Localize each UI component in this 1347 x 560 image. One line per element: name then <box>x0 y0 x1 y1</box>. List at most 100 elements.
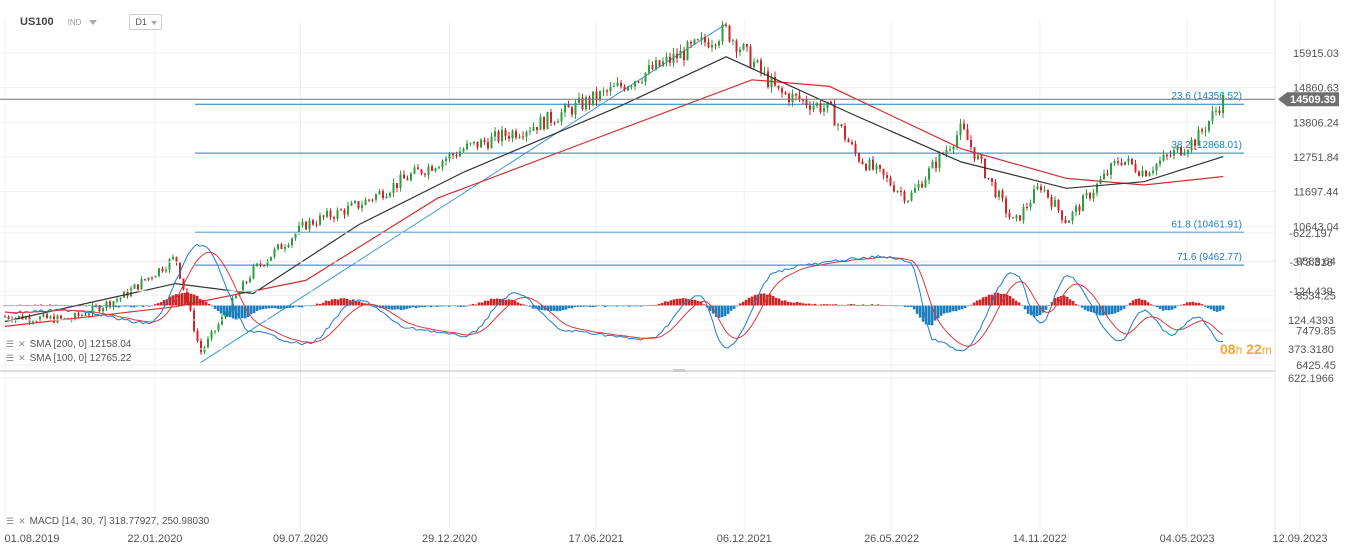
macd-histogram-bar <box>864 305 868 306</box>
candle-body <box>1222 94 1224 114</box>
candle-body <box>543 117 545 130</box>
candle-body <box>931 161 934 169</box>
candle-body <box>168 259 171 270</box>
candle-body <box>767 71 769 88</box>
candle-body <box>515 131 517 138</box>
candle-body <box>564 104 566 113</box>
macd-histogram-bar <box>84 305 88 307</box>
close-icon[interactable]: ✕ <box>18 516 26 526</box>
candle-body <box>861 161 864 165</box>
x-tick-label: 14.11.2022 <box>1013 533 1067 545</box>
macd-histogram-bar <box>72 305 76 307</box>
macd-histogram-bar <box>333 298 337 306</box>
candle-body <box>581 97 584 110</box>
timeframe-select[interactable]: D1 <box>129 14 162 30</box>
candle-body <box>434 168 437 171</box>
candle-body <box>693 39 696 44</box>
candle-body <box>501 129 503 142</box>
candle-body <box>35 320 38 322</box>
macd-histogram-bar <box>222 305 226 316</box>
macd-histogram-bar <box>1170 305 1174 310</box>
macd-histogram-bar <box>66 305 70 307</box>
macd-histogram-bar <box>912 305 916 310</box>
candle-body <box>1131 158 1133 165</box>
macd-histogram-bar <box>594 305 598 307</box>
macd-histogram-bar <box>813 303 817 306</box>
candle-body <box>606 90 608 92</box>
instrument-dropdown-icon[interactable] <box>89 19 98 25</box>
macd-histogram-bar <box>756 294 760 306</box>
macd-histogram-bar <box>690 299 694 306</box>
macd-histogram-bar <box>1044 305 1048 310</box>
candle-body <box>1166 154 1168 156</box>
candle-body <box>413 167 416 174</box>
candle-body <box>305 221 307 230</box>
macd-line <box>4 243 1224 352</box>
macd-histogram-bar <box>942 305 946 314</box>
candle-body <box>1176 146 1179 151</box>
macd-histogram-bar <box>459 305 463 308</box>
macd-histogram-bar <box>393 305 397 310</box>
macd-histogram-bar <box>261 305 265 310</box>
candle-body <box>396 183 398 188</box>
y-tick-label: 12751.84 <box>1293 152 1339 164</box>
candle-body <box>438 167 440 169</box>
candle-body <box>970 140 972 148</box>
macd-histogram-bar <box>552 305 556 311</box>
timer-minutes-unit: m <box>1261 343 1272 357</box>
settings-icon[interactable]: ☰ <box>6 353 15 363</box>
candle-body <box>662 61 664 66</box>
candle-body <box>154 276 157 278</box>
macd-histogram-bar <box>735 305 739 307</box>
macd-histogram-bar <box>9 305 13 307</box>
macd-histogram-bar <box>828 304 832 306</box>
candle-body <box>263 264 265 266</box>
candle-body <box>1141 170 1144 176</box>
timer-hours-unit: h <box>1235 343 1243 357</box>
macd-histogram-bar <box>1008 295 1012 306</box>
candle-body <box>1026 206 1028 208</box>
macd-histogram-bar <box>891 305 895 307</box>
sma100-line <box>4 56 1224 323</box>
candle-body <box>375 194 377 200</box>
macd-histogram-bar <box>468 304 472 306</box>
macd-histogram-bar <box>816 304 820 306</box>
candle-body <box>679 50 682 59</box>
macd-histogram-bar <box>426 305 430 307</box>
macd-histogram-bar <box>51 305 55 307</box>
macd-histogram-bar <box>750 296 754 306</box>
candle-body <box>994 181 997 198</box>
candle-body <box>907 200 909 202</box>
macd-histogram-bar <box>915 305 919 314</box>
settings-icon[interactable]: ☰ <box>6 516 15 526</box>
candle-body <box>46 314 48 319</box>
macd-histogram-bar <box>831 304 835 306</box>
candle-body <box>462 149 465 152</box>
macd-histogram-bar <box>327 301 331 306</box>
x-tick-label: 09.07.2020 <box>273 533 328 545</box>
candle-body <box>1138 171 1140 176</box>
pane-resize-handle[interactable] <box>673 369 685 372</box>
settings-icon[interactable]: ☰ <box>6 339 15 349</box>
candle-body <box>487 142 489 149</box>
macd-histogram-bar <box>1131 300 1135 306</box>
macd-histogram-bar <box>576 305 580 307</box>
macd-histogram-bar <box>33 304 37 306</box>
candle-body <box>917 183 920 189</box>
macd-histogram-bar <box>753 294 757 306</box>
candle-body <box>648 65 650 73</box>
candle-body <box>914 188 916 193</box>
macd-histogram-bar <box>630 305 634 307</box>
macd-histogram-bar <box>588 305 592 308</box>
macd-histogram-bar <box>372 305 376 307</box>
candle-body <box>354 201 356 203</box>
macd-histogram-bar <box>825 304 829 306</box>
macd-histogram-bar <box>858 305 862 306</box>
macd-histogram-bar <box>42 305 46 307</box>
close-icon[interactable]: ✕ <box>18 339 26 349</box>
macd-histogram-bar <box>126 305 130 307</box>
macd-histogram-bar <box>183 292 187 306</box>
close-icon[interactable]: ✕ <box>18 353 26 363</box>
